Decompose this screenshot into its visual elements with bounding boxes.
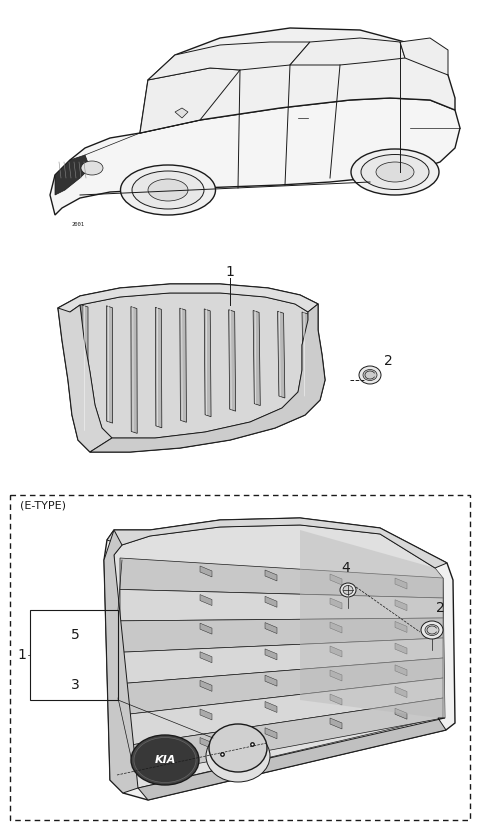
Polygon shape bbox=[395, 578, 407, 589]
Polygon shape bbox=[200, 737, 212, 749]
Text: (E-TYPE): (E-TYPE) bbox=[20, 500, 66, 510]
Ellipse shape bbox=[421, 621, 443, 639]
Polygon shape bbox=[395, 622, 407, 632]
Polygon shape bbox=[200, 595, 212, 606]
Polygon shape bbox=[131, 306, 137, 433]
Polygon shape bbox=[395, 708, 407, 719]
Ellipse shape bbox=[132, 171, 204, 209]
Text: 1: 1 bbox=[226, 265, 234, 279]
Ellipse shape bbox=[361, 155, 429, 190]
Polygon shape bbox=[50, 98, 460, 215]
Polygon shape bbox=[58, 284, 325, 452]
Polygon shape bbox=[330, 694, 342, 705]
Polygon shape bbox=[148, 42, 310, 80]
Polygon shape bbox=[114, 525, 445, 788]
Polygon shape bbox=[200, 651, 212, 663]
Polygon shape bbox=[156, 307, 162, 428]
Polygon shape bbox=[120, 618, 443, 652]
Polygon shape bbox=[330, 574, 342, 585]
Polygon shape bbox=[104, 518, 455, 800]
Polygon shape bbox=[330, 670, 342, 681]
Polygon shape bbox=[140, 68, 240, 133]
Polygon shape bbox=[200, 566, 212, 577]
Ellipse shape bbox=[148, 179, 188, 201]
Polygon shape bbox=[265, 676, 277, 686]
Ellipse shape bbox=[359, 366, 381, 384]
Text: 2: 2 bbox=[436, 601, 444, 615]
Polygon shape bbox=[330, 646, 342, 657]
Polygon shape bbox=[395, 643, 407, 654]
Polygon shape bbox=[120, 638, 443, 684]
Polygon shape bbox=[302, 312, 310, 398]
Text: 1: 1 bbox=[18, 648, 26, 662]
Polygon shape bbox=[330, 622, 342, 633]
Polygon shape bbox=[204, 309, 211, 417]
Text: 2: 2 bbox=[384, 354, 392, 368]
Text: 3: 3 bbox=[71, 678, 79, 692]
Polygon shape bbox=[175, 108, 188, 118]
Polygon shape bbox=[265, 701, 277, 712]
Polygon shape bbox=[58, 305, 112, 452]
Text: KIA: KIA bbox=[154, 755, 176, 765]
Polygon shape bbox=[395, 665, 407, 676]
Polygon shape bbox=[58, 284, 318, 316]
Ellipse shape bbox=[340, 583, 356, 597]
Polygon shape bbox=[180, 308, 186, 423]
Polygon shape bbox=[55, 155, 90, 195]
Polygon shape bbox=[120, 678, 443, 746]
Polygon shape bbox=[200, 709, 212, 720]
Polygon shape bbox=[300, 530, 445, 718]
Ellipse shape bbox=[343, 586, 353, 595]
Polygon shape bbox=[120, 658, 443, 716]
Polygon shape bbox=[265, 728, 277, 739]
Ellipse shape bbox=[425, 625, 439, 636]
Polygon shape bbox=[395, 600, 407, 611]
Polygon shape bbox=[107, 518, 447, 568]
Polygon shape bbox=[90, 304, 325, 452]
Polygon shape bbox=[120, 698, 443, 778]
Text: 2001: 2001 bbox=[72, 222, 84, 227]
Polygon shape bbox=[265, 570, 277, 581]
Ellipse shape bbox=[376, 162, 414, 182]
Ellipse shape bbox=[120, 165, 216, 215]
Polygon shape bbox=[120, 589, 443, 621]
Polygon shape bbox=[82, 305, 88, 432]
Polygon shape bbox=[330, 598, 342, 609]
Polygon shape bbox=[200, 623, 212, 634]
Polygon shape bbox=[265, 597, 277, 607]
Ellipse shape bbox=[351, 149, 439, 195]
Ellipse shape bbox=[206, 730, 270, 782]
Ellipse shape bbox=[134, 737, 196, 783]
Polygon shape bbox=[265, 622, 277, 634]
Text: 4: 4 bbox=[342, 561, 350, 575]
Polygon shape bbox=[107, 306, 113, 423]
Text: 5: 5 bbox=[71, 628, 79, 642]
Polygon shape bbox=[200, 681, 212, 691]
Polygon shape bbox=[138, 718, 446, 800]
Ellipse shape bbox=[363, 369, 377, 380]
Polygon shape bbox=[277, 311, 285, 398]
Polygon shape bbox=[290, 38, 405, 65]
Polygon shape bbox=[265, 649, 277, 660]
Polygon shape bbox=[140, 28, 455, 133]
Ellipse shape bbox=[81, 161, 103, 175]
Polygon shape bbox=[228, 310, 236, 411]
Polygon shape bbox=[120, 558, 443, 598]
Ellipse shape bbox=[209, 724, 267, 772]
Polygon shape bbox=[104, 530, 138, 793]
Polygon shape bbox=[330, 718, 342, 729]
Polygon shape bbox=[253, 310, 260, 406]
Polygon shape bbox=[80, 293, 308, 438]
Polygon shape bbox=[395, 686, 407, 697]
Polygon shape bbox=[400, 38, 448, 75]
Ellipse shape bbox=[131, 735, 199, 785]
